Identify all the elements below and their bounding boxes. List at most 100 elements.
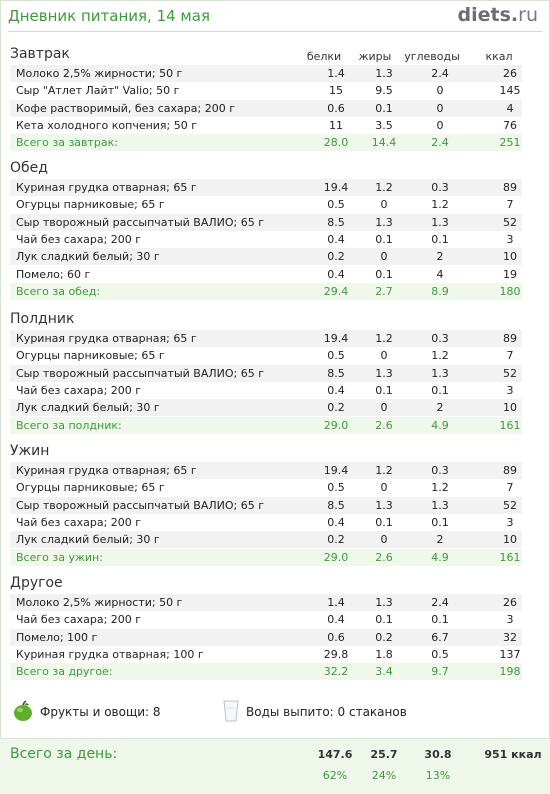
food-name: Кета холодного копчения; 50 г [16,118,198,132]
protein-value: 19.4 [323,464,349,477]
food-row[interactable]: Лук сладкий белый; 30 г 0.2 0 2 10 [10,531,522,549]
protein-value: 0.4 [327,267,345,281]
food-name: Чай без сахара; 200 г [16,613,142,627]
kcal-value: 76 [503,118,517,132]
carbs-value: 1.2 [431,198,449,212]
kcal-value: 26 [503,67,517,80]
food-row[interactable]: Лук сладкий белый; 30 г 0.2 0 2 10 [10,399,522,417]
kcal-value: 32 [503,630,517,644]
fat-value: 0.1 [375,613,393,627]
food-row[interactable]: Помело; 60 г 0.4 0.1 4 19 [10,266,522,283]
protein-value: 0.4 [327,613,345,627]
food-row[interactable]: Лук сладкий белый; 30 г 0.2 0 2 10 [10,248,522,266]
food-row[interactable]: Куриная грудка отварная; 65 г 19.4 1.2 0.3 8… [10,179,522,196]
kcal-value: 19 [503,267,517,281]
fat-value: 0.1 [375,232,393,246]
food-row[interactable]: Чай без сахара; 200 г 0.4 0.1 0.1 3 [10,382,522,399]
food-row[interactable]: Кета холодного копчения; 50 г 11 3.5 0 76 [10,117,522,134]
food-name: Чай без сахара; 200 г [16,232,142,246]
food-row[interactable]: Чай без сахара; 200 г 0.4 0.1 0.1 3 [10,231,522,248]
protein-value: 19.4 [323,332,349,345]
logo-dot: . [510,4,519,26]
food-name: Кофе растворимый, без сахара; 200 г [16,101,235,115]
logo-main: diets [457,4,511,26]
protein-value: 0.5 [327,349,345,363]
food-row[interactable]: Молоко 2,5% жирности; 50 г 1.4 1.3 2.4 26 [10,65,522,82]
fat-value: 0 [380,198,388,212]
kcal-value: 89 [503,464,517,477]
site-logo[interactable]: diets.ru [458,4,538,26]
day-kcal: 951 ккал [484,748,542,761]
food-row[interactable]: Кофе растворимый, без сахара; 200 г 0.6 0.… [10,99,522,117]
food-name: Лук сладкий белый; 30 г [16,250,160,264]
fat-value: 1.3 [375,596,393,609]
fat-value: 1.3 [375,366,393,380]
section-total-row: Всего за полдник: 29.0 2.6 4.9 161 [10,416,522,434]
food-row[interactable]: Сыр творожный рассыпчатый ВАЛИО; 65 г 8.5… [10,364,522,382]
protein-value: 1.4 [327,67,345,80]
carbs-value: 1.3 [431,498,449,512]
fat-value: 1.2 [375,332,393,345]
food-row[interactable]: Куриная грудка отварная; 100 г 29.8 1.8 0.5… [10,646,522,663]
section-title: Обед [10,160,48,176]
food-row[interactable]: Куриная грудка отварная; 65 г 19.4 1.2 0.3 8… [10,330,522,347]
carbs-value: 4 [436,267,444,281]
food-name: Чай без сахара; 200 г [16,515,142,529]
extras-bar: Фрукты и овощи: 8 Воды выпито: 0 стакано… [12,700,532,726]
section-total-row: Всего за другое: 32.2 3.4 9.7 198 [10,663,522,681]
fat-value: 14.4 [371,136,397,150]
carbs-value: 0.1 [431,515,449,529]
fat-value: 2.6 [375,418,393,432]
protein-value: 32.2 [323,665,349,679]
food-row[interactable]: Огурцы парниковые; 65 г 0.5 0 1.2 7 [10,347,522,364]
fat-value: 0.1 [375,515,393,529]
carbs-value: 0.5 [431,647,449,661]
food-row[interactable]: Сыр творожный рассыпчатый ВАЛИО; 65 г 8.5… [10,213,522,231]
carbs-value: 0 [436,101,444,115]
food-row[interactable]: Чай без сахара; 200 г 0.4 0.1 0.1 3 [10,514,522,531]
apple-icon [14,700,32,721]
carbs-value: 1.2 [431,349,449,363]
kcal-value: 10 [503,250,517,264]
carbs-value: 2.4 [431,596,449,609]
food-row[interactable]: Куриная грудка отварная; 65 г 19.4 1.2 0.3 8… [10,462,522,479]
food-row[interactable]: Чай без сахара; 200 г 0.4 0.1 0.1 3 [10,611,522,628]
food-row[interactable]: Сыр творожный рассыпчатый ВАЛИО; 65 г 8.5… [10,496,522,514]
section-title: Другое [10,575,63,591]
protein-value: 0.6 [327,101,345,115]
food-row[interactable]: Молоко 2,5% жирности; 50 г 1.4 1.3 2.4 26 [10,594,522,611]
fat-value: 2.6 [375,550,393,564]
fat-value: 1.3 [375,67,393,80]
protein-value: 11 [329,118,343,132]
carbs-value: 2 [436,533,444,547]
kcal-value: 198 [499,665,521,679]
total-label: Всего за полдник: [16,418,122,432]
food-name: Помело; 60 г [16,267,91,281]
column-header-fat: жиры [358,50,392,63]
page-title: Дневник питания, 14 мая [8,7,210,25]
kcal-value: 137 [499,647,521,661]
fat-value: 0 [380,250,388,264]
protein-value: 8.5 [327,498,345,512]
section-total-row: Всего за ужин: 29.0 2.6 4.9 161 [10,548,522,566]
carbs-value: 0.1 [431,613,449,627]
total-label: Всего за ужин: [16,550,103,564]
protein-value: 15 [329,84,343,98]
day-protein: 147.6 [317,748,353,761]
food-row[interactable]: Огурцы парниковые; 65 г 0.5 0 1.2 7 [10,196,522,213]
kcal-value: 4 [506,101,514,115]
column-header-protein: белки [306,50,342,63]
day-fat-pct: 24% [371,769,397,782]
food-row[interactable]: Огурцы парниковые; 65 г 0.5 0 1.2 7 [10,479,522,496]
food-row[interactable]: Сыр "Атлет Лайт" Valio; 50 г 15 9.5 0 145 [10,82,522,99]
food-name: Сыр творожный рассыпчатый ВАЛИО; 65 г [16,366,264,380]
day-fat: 25.7 [370,748,398,761]
protein-value: 19.4 [323,181,349,194]
carbs-value: 1.3 [431,215,449,229]
food-row[interactable]: Помело; 100 г 0.6 0.2 6.7 32 [10,628,522,646]
day-carbs: 30.8 [424,748,452,761]
carbs-value: 1.2 [431,481,449,495]
total-label: Всего за обед: [16,284,101,298]
food-name: Молоко 2,5% жирности; 50 г [16,596,183,609]
food-name: Чай без сахара; 200 г [16,383,142,397]
